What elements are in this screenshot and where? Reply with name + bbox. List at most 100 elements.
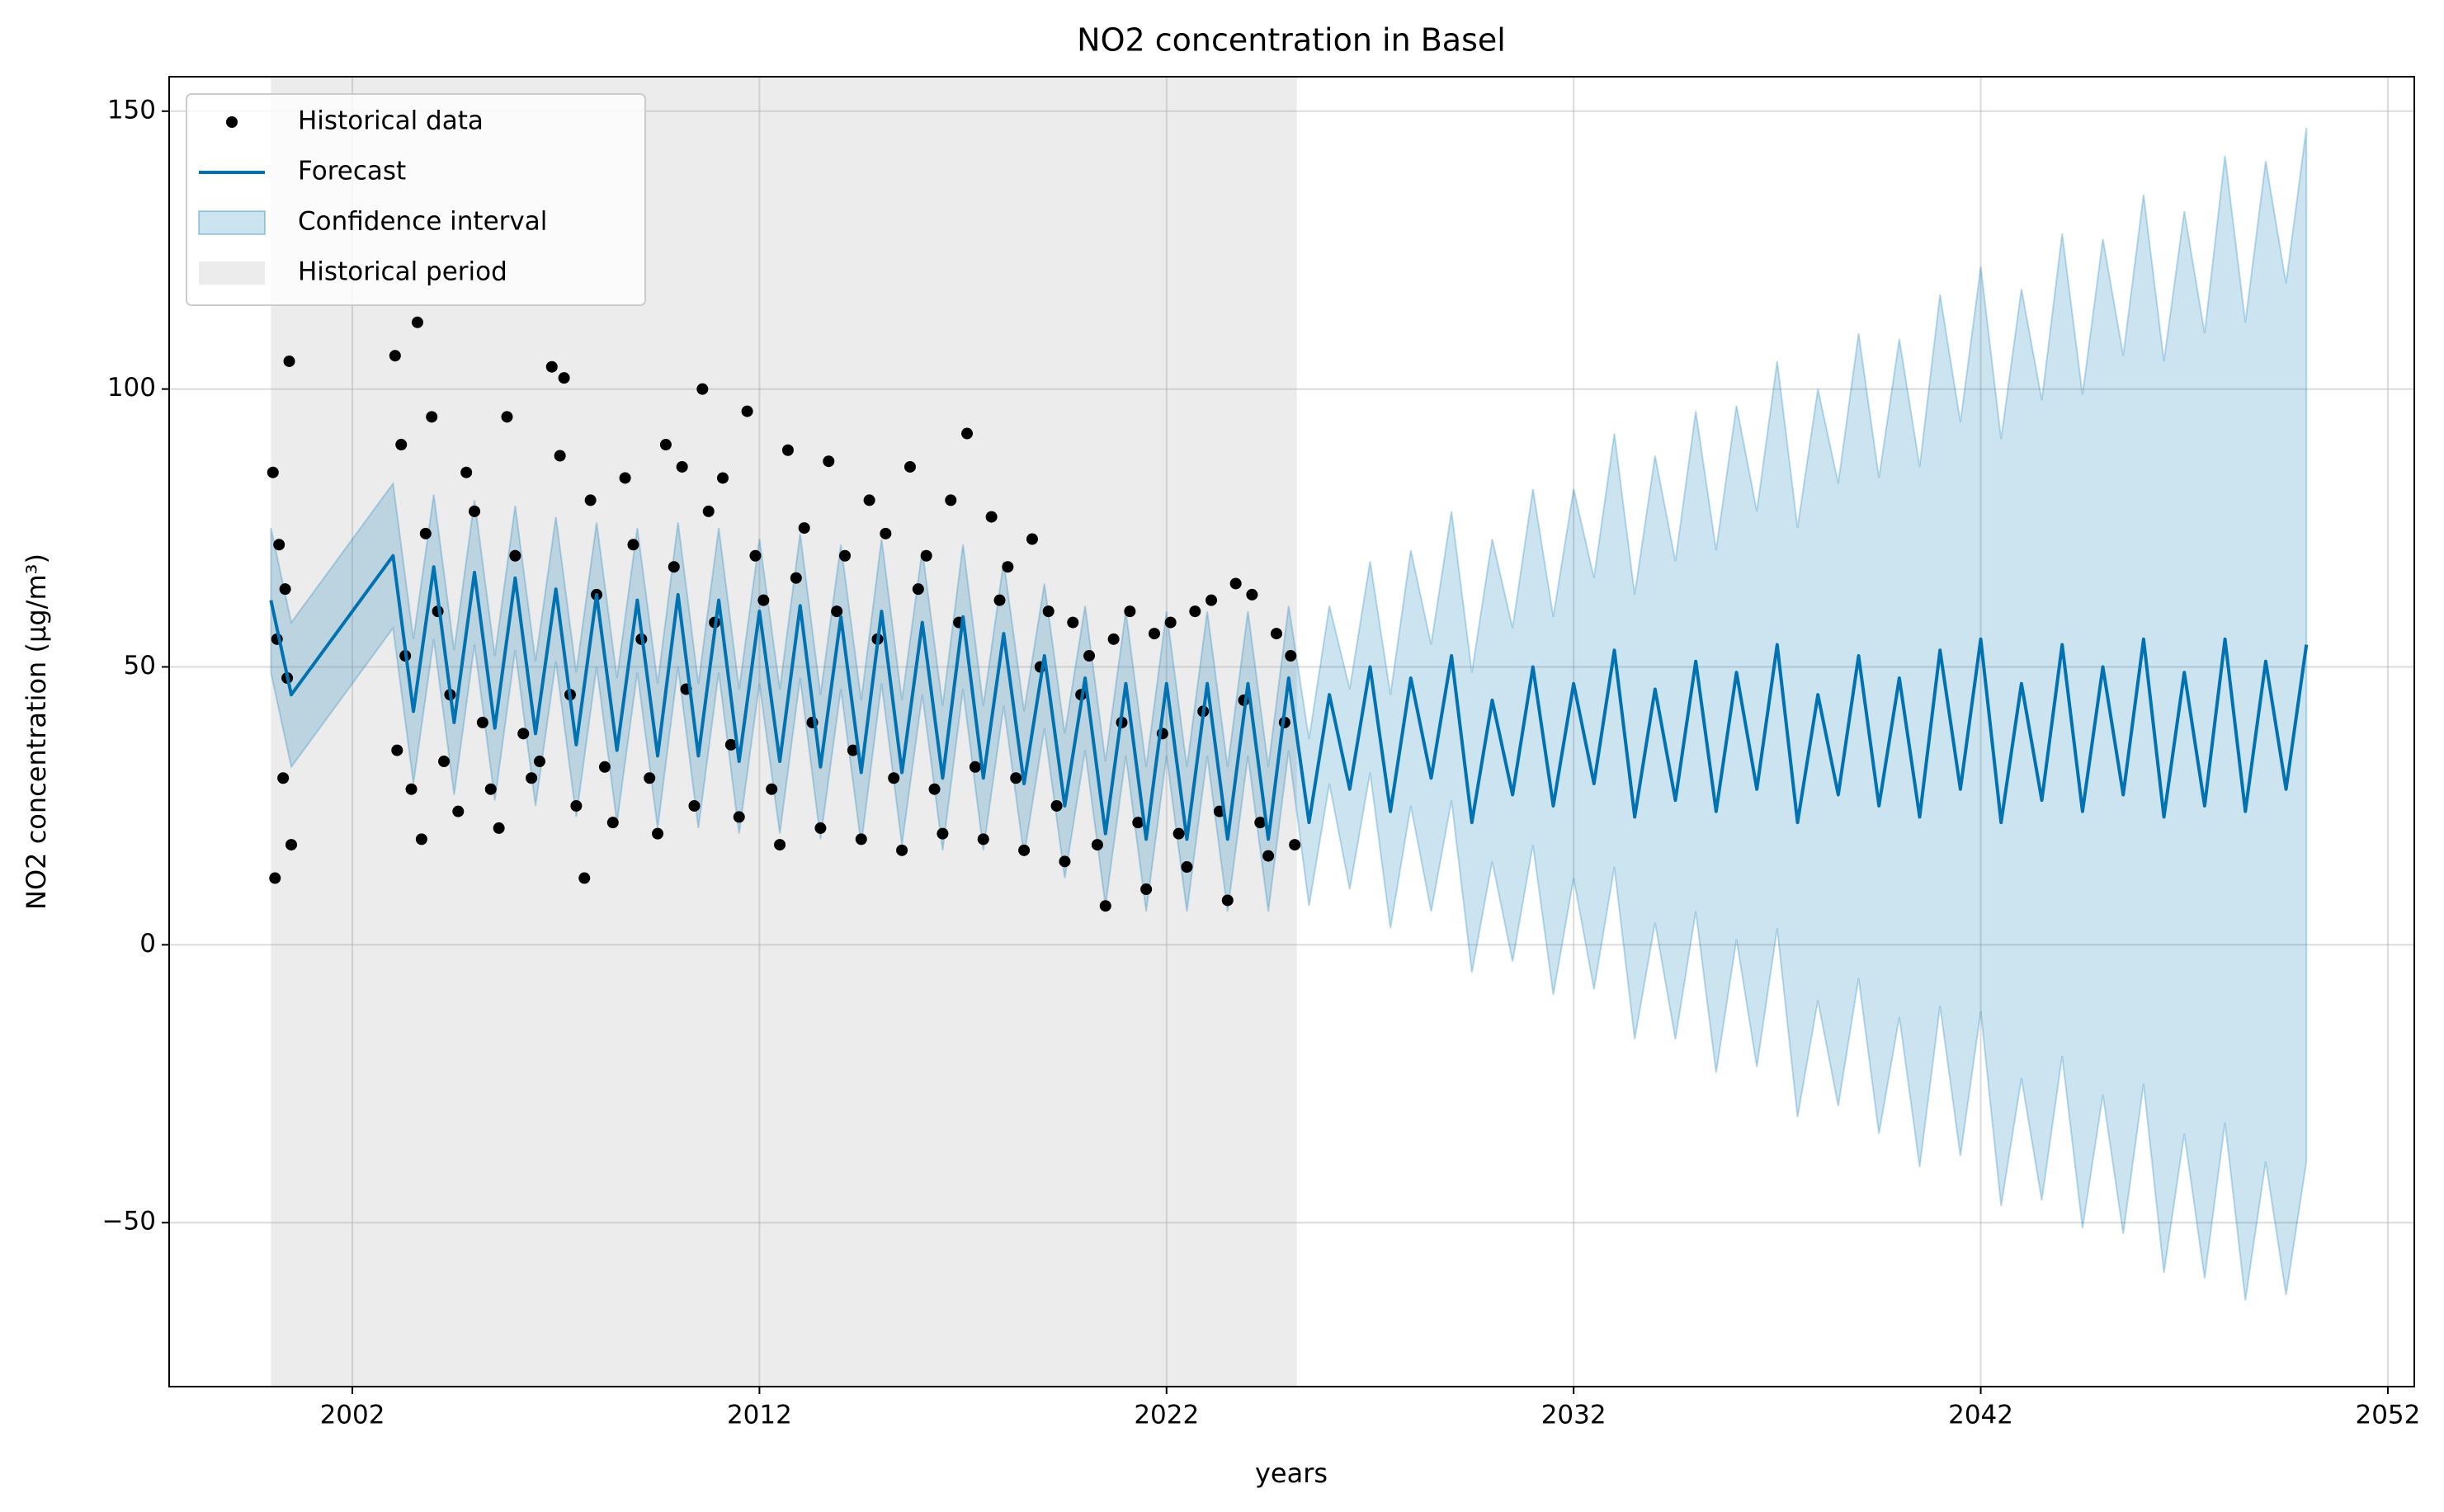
x-tick-label: 2012: [727, 1401, 792, 1430]
historical-point: [391, 744, 403, 756]
x-tick-label: 2042: [1948, 1401, 2013, 1430]
historical-point: [993, 594, 1006, 606]
historical-point: [1205, 594, 1218, 606]
historical-point: [584, 494, 597, 506]
historical-point: [928, 783, 941, 795]
historical-point: [863, 494, 875, 506]
historical-point: [1229, 577, 1242, 590]
historical-point: [1148, 628, 1160, 640]
historical-point: [1010, 772, 1022, 784]
historical-point: [757, 594, 770, 606]
y-axis-label: NO2 concentration (µg/m³): [21, 553, 52, 910]
historical-point: [426, 411, 438, 423]
legend-label: Historical period: [298, 257, 507, 287]
historical-point: [415, 833, 427, 845]
historical-point: [920, 549, 932, 562]
historical-point: [627, 539, 639, 551]
historical-point: [1254, 817, 1267, 829]
historical-point: [405, 783, 418, 795]
x-tick-label: 2052: [2355, 1401, 2420, 1430]
historical-point: [279, 583, 291, 596]
historical-point: [269, 872, 281, 884]
historical-point: [839, 549, 852, 562]
historical-point: [814, 822, 827, 834]
historical-point: [652, 827, 664, 840]
historical-point: [912, 583, 924, 596]
legend-marker: [199, 261, 265, 285]
legend-marker: [226, 116, 238, 128]
historical-point: [558, 372, 570, 384]
confidence-band: [270, 127, 2308, 1301]
historical-point: [880, 527, 892, 539]
historical-point: [702, 505, 715, 517]
historical-point: [1289, 839, 1301, 851]
historical-point: [526, 772, 538, 784]
historical-point: [619, 472, 631, 484]
historical-point: [1107, 633, 1120, 645]
historical-point: [798, 522, 810, 535]
legend-box: [186, 93, 646, 306]
historical-point: [985, 511, 998, 523]
historical-point: [781, 444, 794, 456]
historical-point: [419, 527, 432, 539]
historical-point: [517, 728, 530, 740]
historical-point: [749, 549, 762, 562]
historical-point: [395, 439, 408, 451]
historical-point: [267, 466, 279, 478]
historical-point: [659, 439, 672, 451]
historical-point: [545, 360, 558, 373]
historical-point: [1189, 605, 1201, 618]
historical-point: [676, 460, 688, 473]
historical-point: [696, 383, 709, 395]
x-axis-label: years: [1255, 1458, 1328, 1489]
historical-point: [1270, 628, 1282, 640]
y-tick-label: 0: [139, 929, 156, 959]
historical-point: [1181, 861, 1193, 874]
legend-label: Historical data: [298, 106, 484, 136]
historical-point: [1140, 883, 1153, 896]
x-tick-label: 2022: [1134, 1401, 1199, 1430]
forecast-line: [269, 553, 2309, 841]
historical-point: [460, 466, 473, 478]
historical-point: [606, 817, 619, 829]
historical-point: [790, 572, 802, 584]
historical-point: [469, 505, 481, 517]
historical-point: [438, 756, 451, 768]
historical-point: [1285, 650, 1297, 662]
historical-point: [533, 756, 545, 768]
historical-point: [476, 716, 488, 728]
historical-point: [1067, 616, 1079, 629]
historical-point: [1050, 799, 1063, 812]
historical-point: [1221, 894, 1234, 907]
historical-point: [285, 839, 298, 851]
historical-point: [1246, 588, 1258, 601]
historical-point: [644, 772, 656, 784]
historical-point: [831, 605, 843, 618]
y-tick-label: 150: [107, 95, 156, 125]
historical-point: [509, 549, 521, 562]
historical-point: [855, 833, 867, 845]
historical-point: [578, 872, 591, 884]
chart-title: NO2 concentration in Basel: [1077, 22, 1506, 59]
historical-point: [668, 561, 680, 573]
historical-point: [1002, 561, 1014, 573]
historical-point: [452, 805, 465, 817]
historical-point: [1124, 605, 1136, 618]
historical-point: [389, 350, 401, 362]
historical-point: [937, 827, 949, 840]
historical-point: [716, 472, 729, 484]
historical-point: [501, 411, 513, 423]
historical-point: [733, 811, 745, 823]
historical-point: [1099, 900, 1111, 912]
historical-point: [847, 744, 859, 756]
historical-point: [1164, 616, 1177, 629]
historical-point: [774, 839, 786, 851]
historical-point: [1172, 827, 1185, 840]
historical-point: [904, 460, 916, 473]
y-tick-label: 50: [124, 651, 156, 681]
historical-point: [1018, 844, 1031, 856]
legend-label: Forecast: [298, 157, 406, 186]
legend: Historical data Forecast Confidence interv…: [186, 93, 646, 306]
historical-point: [273, 539, 285, 551]
historical-point: [484, 783, 497, 795]
